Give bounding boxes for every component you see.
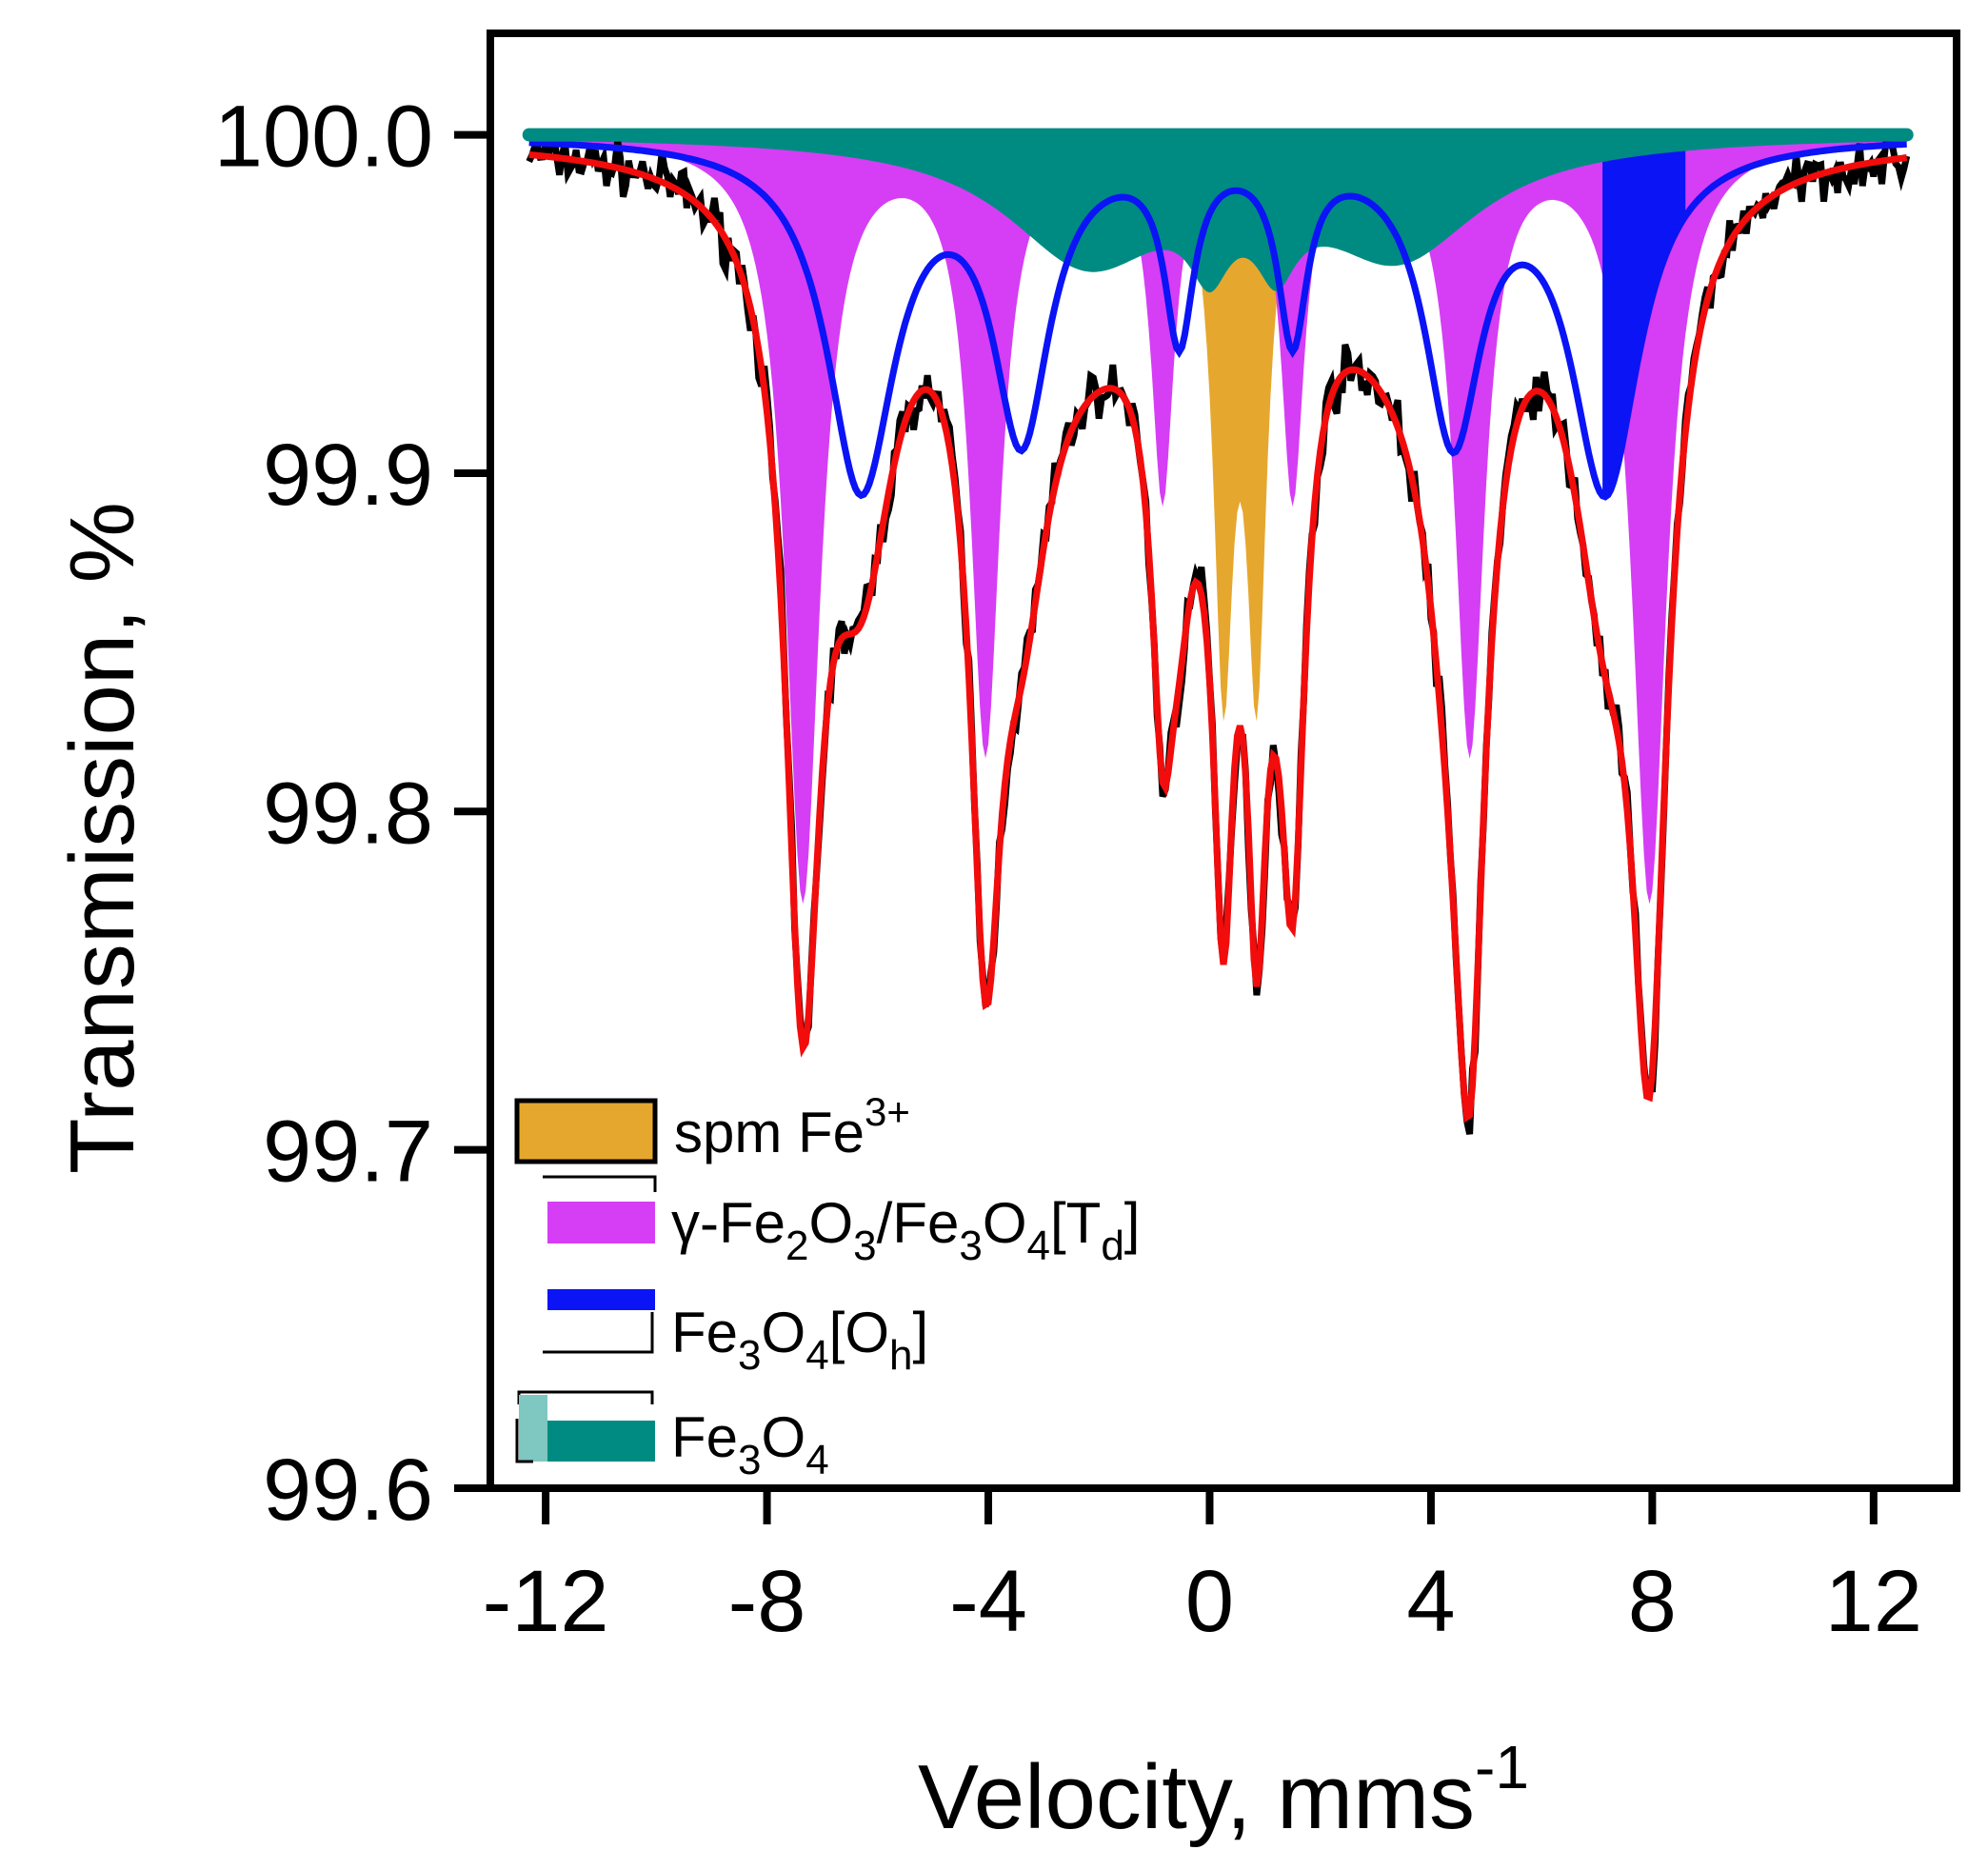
plot-frame: [487, 30, 1960, 1492]
y-tick-label: 99.8: [263, 765, 433, 862]
x-tick-label: 8: [1628, 1553, 1677, 1650]
legend-swatch-spm: [514, 1098, 658, 1164]
y-tick-label: 99.7: [263, 1104, 433, 1201]
legend-label-oh: Fe3O4[Oh]: [671, 1301, 928, 1379]
spm-fe3-component-fill: [528, 134, 1907, 722]
x-axis-title: Velocity, mms-1: [918, 1733, 1529, 1848]
total-fit-line: [528, 150, 1908, 1123]
fe3o4-component-fill: [528, 134, 1907, 293]
x-axis-title-main: Velocity, mms: [918, 1746, 1475, 1848]
x-tick-label: 12: [1825, 1553, 1922, 1650]
fe3o4-oh-component-line: [528, 139, 1907, 501]
fe3o4-oh-partial-fill: [1602, 134, 1686, 497]
legend-swatch-fe3o4: [547, 1421, 655, 1462]
legend-bracket-oh: [543, 1312, 654, 1354]
legend-entry-oh: Fe3O4[Oh]: [543, 1289, 928, 1379]
legend-label-fe3o4: Fe3O4: [671, 1405, 829, 1483]
x-axis-ticks: -12 -8 -4 0 4 8 12: [483, 1488, 1922, 1650]
y-axis-ticks: 99.6 99.7 99.8 99.9 100.0: [214, 89, 490, 1539]
y-tick-label: 100.0: [214, 89, 433, 186]
legend-entry-td: γ-Fe2O3/Fe3O4[Td]: [547, 1191, 1140, 1269]
legend-swatch-td: [547, 1202, 655, 1243]
y-tick-label: 99.6: [263, 1442, 433, 1539]
x-tick-label: 0: [1185, 1553, 1234, 1650]
y-tick-label: 99.9: [263, 427, 433, 524]
y-axis-title: Transmission, %: [51, 502, 153, 1174]
gamma-fe2o3-td-component-fill: [528, 134, 1907, 905]
x-tick-label: 4: [1406, 1553, 1455, 1650]
component-fills: [528, 134, 1907, 905]
legend-bracket-fe3o4-left: [515, 1419, 533, 1463]
x-tick-label: -12: [483, 1553, 609, 1650]
legend-swatch-fe3o4-dotted: [519, 1395, 547, 1462]
legend: spm Fe3+ γ-Fe2O3/Fe3O4[Td] Fe3O4[Oh] Fe3…: [514, 1089, 1140, 1483]
legend-label-spm: spm Fe3+: [674, 1089, 910, 1164]
legend-bracket-spm: [543, 1175, 657, 1192]
x-tick-label: -4: [949, 1553, 1027, 1650]
legend-entry-spm: spm Fe3+: [514, 1089, 910, 1192]
legend-label-td: γ-Fe2O3/Fe3O4[Td]: [671, 1191, 1140, 1269]
x-tick-label: -8: [728, 1553, 806, 1650]
x-axis-title-superscript: -1: [1475, 1733, 1529, 1801]
legend-entry-fe3o4: Fe3O4: [515, 1390, 829, 1483]
legend-swatch-oh: [547, 1289, 655, 1310]
